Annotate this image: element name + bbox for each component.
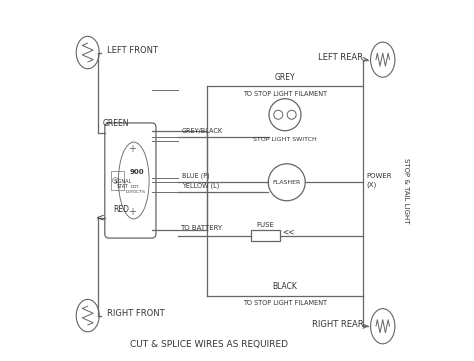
Text: TO STOP LIGHT FILAMENT: TO STOP LIGHT FILAMENT xyxy=(243,91,327,97)
Bar xyxy=(251,230,280,241)
Text: CUT & SPLICE WIRES AS REQUIRED: CUT & SPLICE WIRES AS REQUIRED xyxy=(129,340,288,349)
Text: +: + xyxy=(128,208,136,217)
Text: TO STOP LIGHT FILAMENT: TO STOP LIGHT FILAMENT xyxy=(243,300,327,306)
Text: GREY/BLACK: GREY/BLACK xyxy=(182,127,223,134)
Text: (X): (X) xyxy=(366,181,376,188)
Text: LEFT REAR: LEFT REAR xyxy=(318,53,363,62)
Text: FUSE: FUSE xyxy=(256,222,274,228)
Text: RED: RED xyxy=(113,205,129,214)
Text: BLUE (P): BLUE (P) xyxy=(182,172,210,179)
Text: LEFT FRONT: LEFT FRONT xyxy=(107,46,158,55)
Text: <: < xyxy=(96,213,105,223)
Text: 900: 900 xyxy=(129,169,144,175)
Text: YELLOW (L): YELLOW (L) xyxy=(182,183,219,189)
Text: STOP LIGHT SWITCH: STOP LIGHT SWITCH xyxy=(253,137,317,142)
Text: GREY: GREY xyxy=(274,73,295,82)
Text: TO BATTERY: TO BATTERY xyxy=(180,225,222,231)
Text: <<: << xyxy=(283,227,295,236)
Text: GREEN: GREEN xyxy=(103,119,129,128)
Text: BLACK: BLACK xyxy=(273,282,297,291)
Text: RIGHT REAR: RIGHT REAR xyxy=(311,320,363,329)
Text: +: + xyxy=(128,144,136,153)
Text: STOP & TAIL LIGHT: STOP & TAIL LIGHT xyxy=(403,158,409,224)
Text: FLASHER: FLASHER xyxy=(273,180,301,185)
Text: DOT
D0T0C7%: DOT D0T0C7% xyxy=(126,185,146,193)
Text: SIGNAL
STAT: SIGNAL STAT xyxy=(113,179,132,190)
Text: POWER: POWER xyxy=(366,173,392,179)
Text: RIGHT FRONT: RIGHT FRONT xyxy=(107,309,165,318)
